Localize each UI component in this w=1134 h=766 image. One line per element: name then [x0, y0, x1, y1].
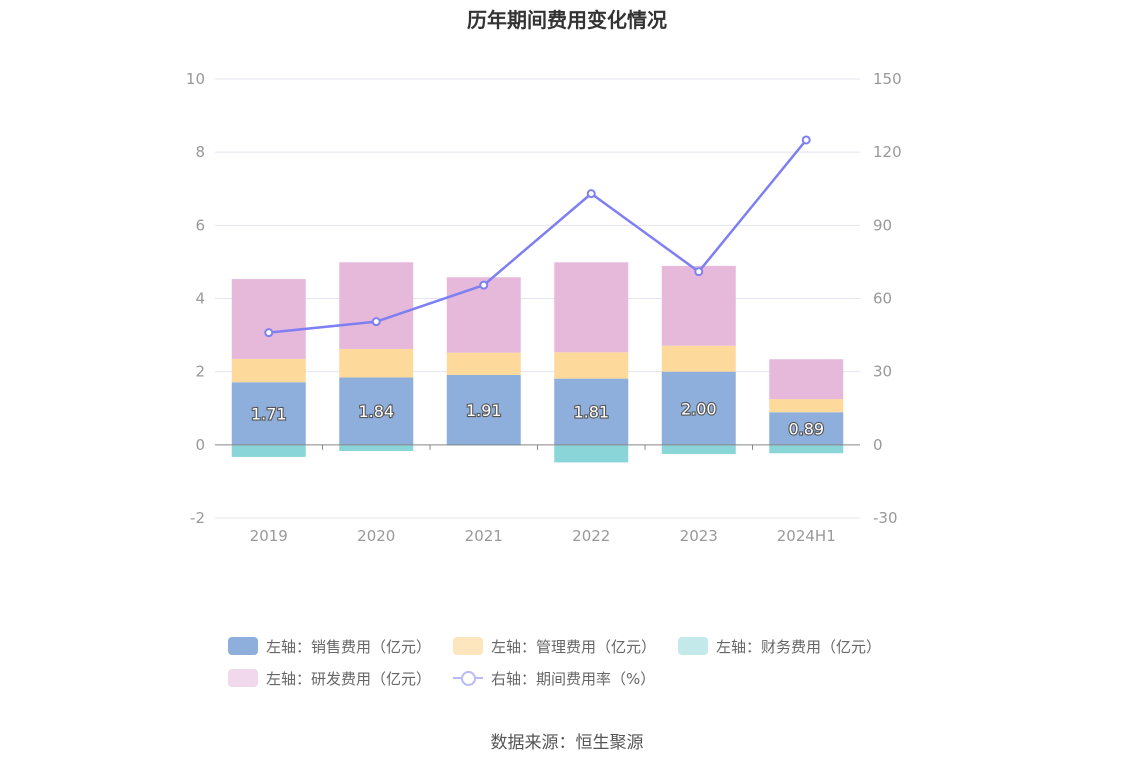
- legend-item-admin[interactable]: 左轴：管理费用（亿元）: [453, 636, 656, 657]
- x-axis-tick-label: 2021: [465, 527, 503, 545]
- right-axis-tick-label: 150: [873, 70, 902, 88]
- chart-title: 历年期间费用变化情况: [467, 8, 667, 32]
- legend-item-sales[interactable]: 左轴：销售费用（亿元）: [228, 636, 431, 657]
- bar-admin: [554, 352, 629, 379]
- data-label-sales: 1.91: [466, 401, 502, 420]
- bar-finance: [769, 444, 844, 454]
- legend-label-finance: 左轴：财务费用（亿元）: [716, 637, 882, 656]
- legend-label-rate: 右轴：期间费用率（%）: [491, 669, 656, 688]
- left-axis-tick-label: 6: [195, 216, 205, 234]
- bar-sales: [231, 382, 306, 445]
- data-label-sales: 1.71: [251, 405, 287, 424]
- left-axis-tick-label: -2: [190, 509, 205, 527]
- left-axis-tick-label: 0: [195, 436, 205, 454]
- legend-swatch-sales: [228, 637, 258, 655]
- bar-rd: [231, 279, 306, 359]
- x-axis-tick-label: 2019: [250, 527, 288, 545]
- bar-sales: [661, 371, 736, 445]
- bar-finance: [339, 444, 414, 452]
- legend-item-rd[interactable]: 左轴：研发费用（亿元）: [228, 668, 431, 689]
- bar-admin: [446, 352, 521, 375]
- left-axis-tick-label: 4: [195, 290, 205, 308]
- legend-swatch-admin: [453, 637, 484, 655]
- line-point-expense-rate: [371, 317, 381, 327]
- x-axis-tick-label: 2020: [357, 527, 395, 545]
- line-point-expense-rate: [586, 189, 596, 199]
- data-label-sales: 0.89: [788, 420, 824, 439]
- bar-admin: [339, 348, 414, 378]
- x-axis-tick-label: 2024H1: [777, 527, 836, 545]
- left-axis-tick-label: 8: [195, 143, 205, 161]
- legend-label-rd: 左轴：研发费用（亿元）: [266, 669, 432, 688]
- legend-swatch-finance: [678, 637, 709, 655]
- right-axis-tick-label: 30: [873, 363, 892, 381]
- bar-admin: [661, 345, 736, 372]
- right-axis-tick-label: -30: [873, 509, 898, 527]
- left-axis-tick-label: 10: [186, 70, 205, 88]
- line-expense-rate: [268, 139, 808, 334]
- bar-finance: [554, 444, 629, 463]
- bar-sales: [769, 412, 844, 445]
- bar-sales: [554, 378, 629, 445]
- line-point-expense-rate: [479, 280, 489, 290]
- x-axis-tick-label: 2023: [680, 527, 718, 545]
- bar-rd: [661, 265, 736, 346]
- legend-label-sales: 左轴：销售费用（亿元）: [266, 637, 432, 656]
- x-axis-tick-label: 2022: [572, 527, 610, 545]
- bar-sales: [446, 374, 521, 445]
- bar-rd: [769, 359, 844, 400]
- legend: 左轴：销售费用（亿元） 左轴：管理费用（亿元） 左轴：财务费用（亿元） 左轴：研…: [228, 630, 928, 694]
- right-axis-tick-label: 60: [873, 290, 892, 308]
- line-point-expense-rate: [264, 328, 274, 338]
- bar-finance: [661, 444, 736, 454]
- data-label-sales: 1.81: [573, 403, 609, 422]
- bar-admin: [231, 358, 306, 383]
- bar-finance: [231, 444, 306, 457]
- line-point-expense-rate: [801, 135, 811, 145]
- right-axis-tick-label: 120: [873, 143, 902, 161]
- legend-label-admin: 左轴：管理费用（亿元）: [491, 637, 657, 656]
- legend-swatch-rd: [228, 669, 258, 687]
- bar-sales: [339, 377, 414, 445]
- right-axis-tick-label: 0: [873, 436, 883, 454]
- chart-area: -2 0 2 4 6 8 10 -30 0 30 60 90 120 150 1.71 1.84 1.91 1.8…: [186, 70, 902, 545]
- bar-admin: [769, 399, 844, 413]
- legend-swatch-rate: [453, 669, 484, 687]
- legend-item-finance[interactable]: 左轴：财务费用（亿元）: [678, 636, 881, 657]
- data-source: 数据来源：恒生聚源: [490, 733, 644, 753]
- bar-rd: [554, 262, 629, 353]
- legend-item-rate[interactable]: 右轴：期间费用率（%）: [453, 668, 655, 689]
- left-axis-tick-label: 2: [195, 363, 205, 381]
- bar-rd: [446, 277, 521, 353]
- data-label-sales: 1.84: [358, 402, 394, 421]
- right-axis-tick-label: 90: [873, 216, 892, 234]
- line-point-expense-rate: [694, 267, 704, 277]
- data-label-sales: 2.00: [681, 399, 717, 418]
- bar-rd: [339, 262, 414, 349]
